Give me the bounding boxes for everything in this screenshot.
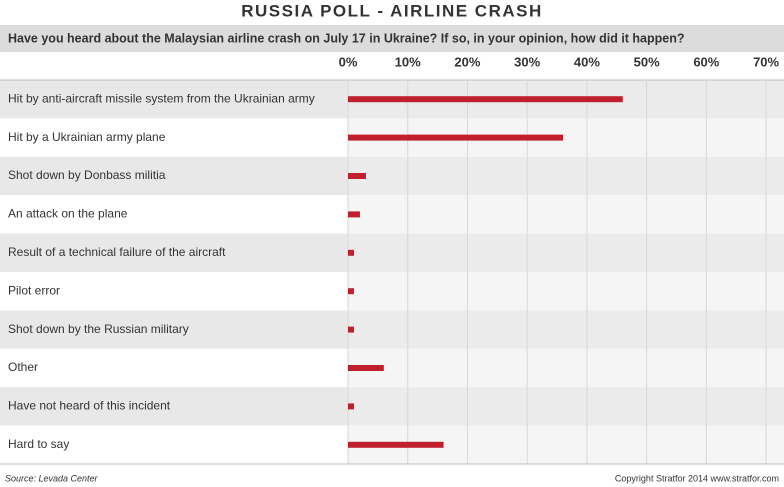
row-plot-bg [348,348,784,388]
row-label-bg [0,272,348,311]
source: Source: Levada Center [5,473,99,483]
y-tick-label: Shot down by Donbass militia [8,168,166,182]
y-tick-label: Shot down by the Russian military [8,322,189,336]
bar [348,441,444,448]
x-tick-label: 0% [339,54,358,69]
row-label-bg [0,233,348,272]
chart-title: RUSSIA POLL - AIRLINE CRASH [241,1,543,20]
x-tick-label: 40% [574,54,600,69]
row-plot-bg [348,156,784,196]
bar [348,134,564,141]
bar [348,326,354,333]
bar [348,403,354,410]
row-label-bg [0,310,348,349]
bar [348,249,354,256]
row-label-bg [0,348,348,388]
y-tick-label: Pilot error [8,283,60,297]
x-tick-label: 20% [454,54,480,69]
row-label-bg [0,118,348,157]
row-label-bg [0,387,348,426]
bar [348,211,360,218]
row-label-bg [0,425,348,464]
row-label-bg [0,195,348,234]
subtitle-strip [0,25,784,52]
y-tick-label: An attack on the plane [8,207,128,221]
y-tick-label: Hit by a Ukrainian army plane [8,130,166,144]
credit: Copyright Stratfor 2014 www.stratfor.com [615,473,779,483]
y-tick-label: Result of a technical failure of the air… [8,245,226,259]
row-plot-bg [348,233,784,272]
x-tick-label: 30% [514,54,540,69]
bar [348,173,366,179]
bar [348,365,384,371]
bar [348,288,354,295]
y-tick-label: Have not heard of this incident [8,399,171,413]
y-tick-label: Other [8,360,38,374]
row-plot-bg [348,310,784,349]
row-label-bg [0,80,348,119]
bar [348,96,623,103]
x-tick-label: 10% [395,54,421,69]
x-tick-label: 70% [753,54,779,69]
y-tick-label: Hard to say [8,437,69,451]
row-label-bg [0,156,348,196]
y-tick-label: Hit by anti-aircraft missile system from… [8,91,315,105]
row-plot-bg [348,272,784,311]
x-tick-label: 60% [693,54,719,69]
x-tick-label: 50% [634,54,660,69]
row-plot-bg [348,387,784,426]
row-plot-bg [348,195,784,234]
chart-subtitle: Have you heard about the Malaysian airli… [8,31,685,45]
